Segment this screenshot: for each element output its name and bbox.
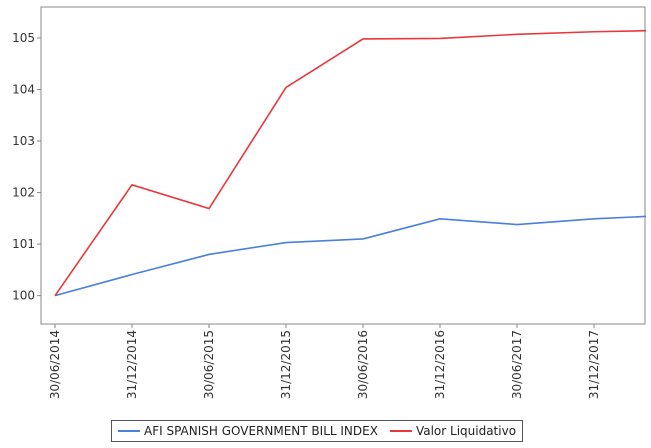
legend-label-afi: AFI SPANISH GOVERNMENT BILL INDEX: [144, 424, 378, 438]
x-tick-label: 30/06/2015: [202, 330, 216, 399]
legend-item-afi: AFI SPANISH GOVERNMENT BILL INDEX: [118, 424, 378, 438]
y-tick-label: 105: [12, 31, 35, 45]
y-tick-label: 101: [12, 237, 35, 251]
x-tick-label: 31/12/2016: [433, 330, 447, 399]
y-tick-label: 100: [12, 289, 35, 303]
x-tick-label: 30/06/2014: [48, 330, 62, 399]
plot-area: [40, 6, 646, 325]
series-line-1: [54, 29, 651, 297]
legend-label-valor: Valor Liquidativo: [415, 424, 517, 438]
x-tick-label: 31/12/2015: [279, 330, 293, 399]
right-margin-cover: [646, 0, 651, 420]
x-tick-label: 31/12/2014: [125, 330, 139, 399]
y-tick-label: 102: [12, 186, 35, 200]
series-lines: [54, 0, 651, 420]
y-tick-label: 104: [12, 82, 35, 96]
series-line-0: [54, 215, 651, 297]
x-tick-label: 31/12/2017: [587, 330, 601, 399]
legend-item-valor: Valor Liquidativo: [389, 424, 517, 438]
legend: AFI SPANISH GOVERNMENT BILL INDEX Valor …: [111, 420, 524, 442]
y-axis-ticks: 100 101 102 103 104 105: [12, 31, 41, 303]
x-axis-ticks: 30/06/2014 31/12/2014 30/06/2015 31/12/2015…: [48, 324, 601, 399]
legend-swatch-afi: [118, 430, 140, 432]
x-tick-label: 30/06/2017: [510, 330, 524, 399]
y-tick-label: 103: [12, 134, 35, 148]
axes: [40, 6, 646, 325]
legend-swatch-valor: [389, 430, 412, 432]
x-tick-label: 30/06/2016: [356, 330, 370, 399]
